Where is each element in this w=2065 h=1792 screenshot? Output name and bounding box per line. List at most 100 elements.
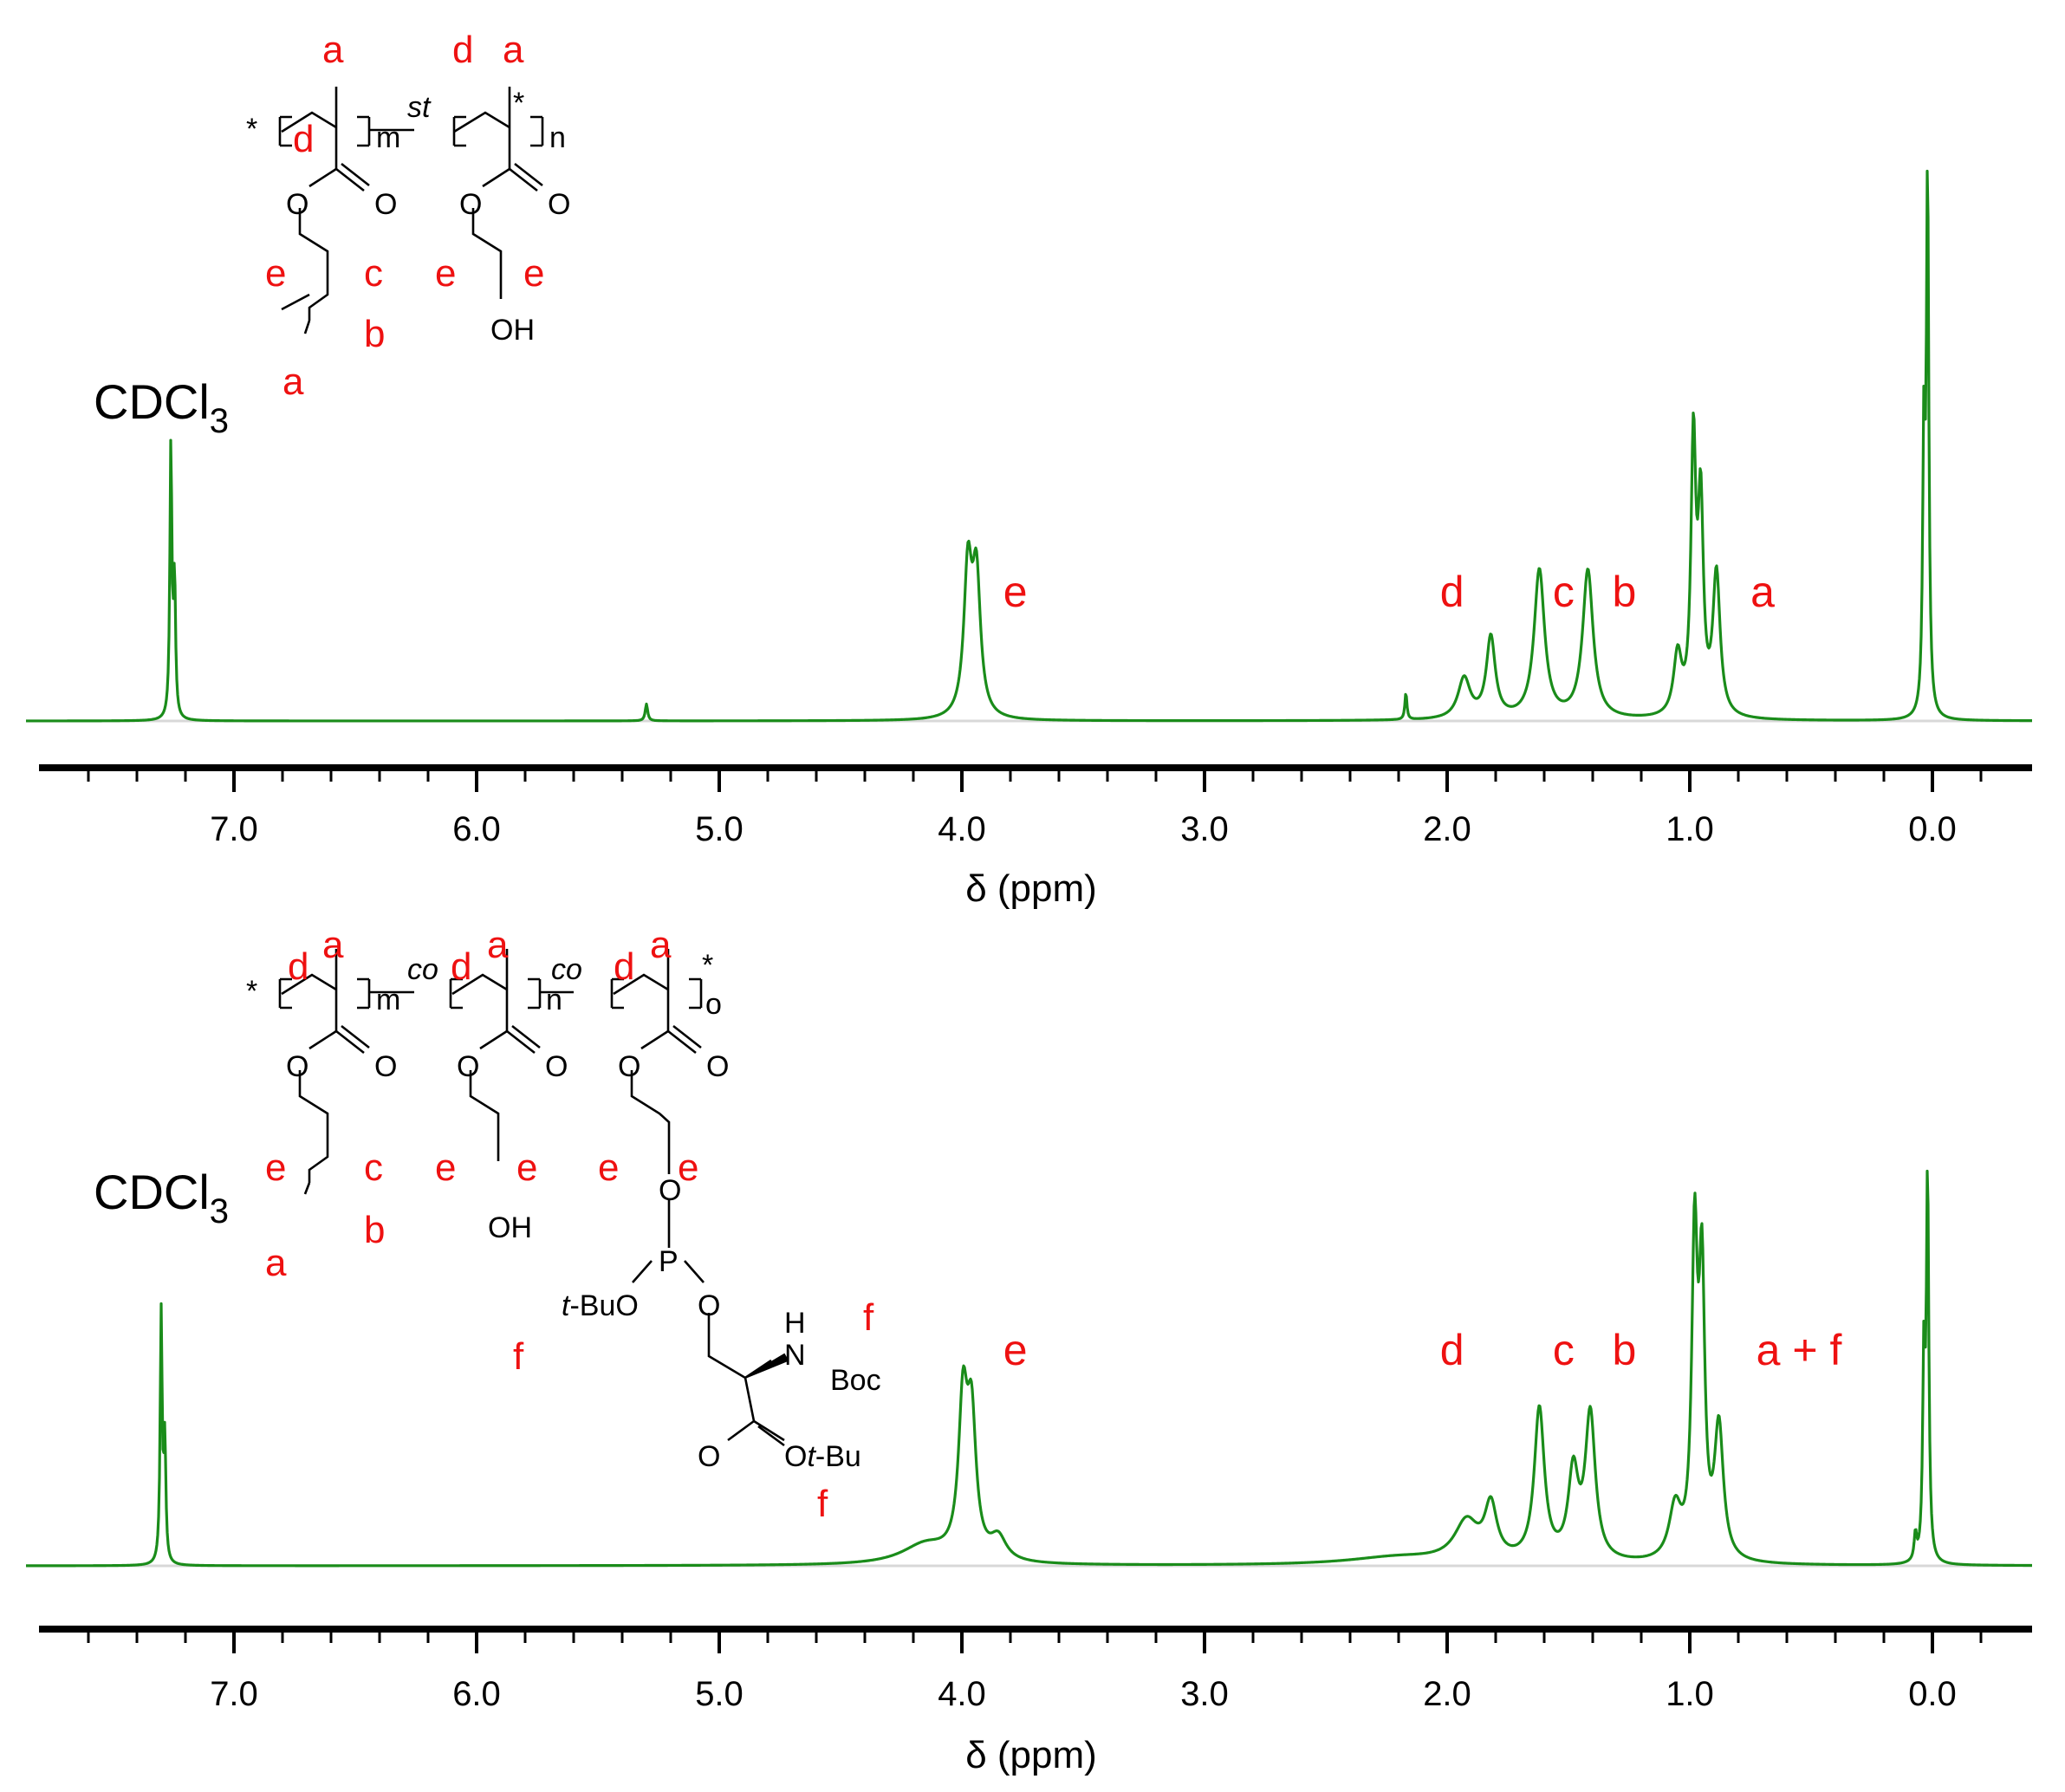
top-solvent-label: CDCl3 bbox=[94, 374, 229, 440]
svg-text:a: a bbox=[322, 29, 344, 71]
svg-text:O: O bbox=[545, 1050, 568, 1083]
svg-text:*: * bbox=[702, 949, 713, 982]
svg-text:e: e bbox=[435, 252, 456, 295]
svg-text:P: P bbox=[659, 1245, 679, 1278]
svg-text:e: e bbox=[435, 1146, 456, 1189]
svg-text:e: e bbox=[265, 1146, 286, 1189]
svg-text:d: d bbox=[451, 945, 471, 988]
svg-text:OH: OH bbox=[488, 1211, 532, 1244]
tick-label: 4.0 bbox=[938, 1675, 986, 1713]
svg-text:a: a bbox=[265, 1242, 287, 1284]
peak-assignment-label: a + f bbox=[1757, 1326, 1842, 1374]
svg-text:b: b bbox=[364, 1209, 385, 1251]
svg-text:H: H bbox=[784, 1307, 806, 1340]
svg-text:e: e bbox=[678, 1146, 698, 1189]
peak-assignment-label: e bbox=[1003, 1326, 1028, 1374]
svg-text:t-BuO: t-BuO bbox=[562, 1289, 639, 1322]
svg-text:d: d bbox=[614, 945, 634, 988]
svg-text:st: st bbox=[407, 91, 432, 124]
svg-text:d: d bbox=[288, 945, 308, 988]
svg-text:Ot-Bu: Ot-Bu bbox=[784, 1440, 861, 1473]
svg-text:O: O bbox=[374, 188, 397, 221]
bottom-tick-marks bbox=[87, 1629, 1983, 1653]
tick-label: 0.0 bbox=[1908, 1675, 1957, 1713]
tick-label: 0.0 bbox=[1908, 810, 1957, 848]
svg-text:O: O bbox=[548, 188, 570, 221]
tick-label: 2.0 bbox=[1423, 810, 1471, 848]
tick-label: 1.0 bbox=[1666, 1675, 1714, 1713]
svg-text:a: a bbox=[650, 924, 672, 966]
peak-assignment-label: b bbox=[1612, 1326, 1636, 1374]
svg-text:e: e bbox=[523, 252, 544, 295]
tick-label: 1.0 bbox=[1666, 810, 1714, 848]
bottom-solvent-label: CDCl3 bbox=[94, 1165, 229, 1230]
svg-text:n: n bbox=[546, 984, 562, 1016]
top-tick-marks bbox=[87, 768, 1983, 792]
svg-text:e: e bbox=[516, 1146, 537, 1189]
tick-label: 4.0 bbox=[938, 810, 986, 848]
svg-text:b: b bbox=[364, 313, 385, 355]
svg-text:*: * bbox=[513, 87, 524, 120]
tick-label: 5.0 bbox=[695, 810, 744, 848]
svg-text:*: * bbox=[246, 113, 257, 146]
peak-assignment-label: d bbox=[1440, 1326, 1464, 1374]
svg-text:a: a bbox=[503, 29, 524, 71]
peak-assignment-label: a bbox=[1750, 568, 1775, 616]
svg-text:co: co bbox=[407, 953, 438, 986]
top-x-axis-label: δ (ppm) bbox=[965, 867, 1097, 910]
top-spectrum-line bbox=[25, 169, 2033, 723]
svg-text:O: O bbox=[457, 1050, 479, 1083]
tick-label: 3.0 bbox=[1180, 1675, 1229, 1713]
svg-text:m: m bbox=[376, 984, 400, 1016]
tick-label: 6.0 bbox=[452, 1675, 501, 1713]
bottom-chemical-structure: * * co co m n o O O O O O O OH O P t-BuO… bbox=[246, 924, 881, 1525]
svg-text:O: O bbox=[286, 1050, 308, 1083]
svg-text:d: d bbox=[452, 29, 473, 71]
svg-text:O: O bbox=[374, 1050, 397, 1083]
svg-text:o: o bbox=[705, 988, 722, 1021]
svg-text:n: n bbox=[549, 121, 566, 154]
peak-assignment-label: c bbox=[1553, 568, 1575, 616]
svg-text:f: f bbox=[863, 1296, 874, 1339]
svg-text:c: c bbox=[364, 252, 383, 295]
tick-label: 2.0 bbox=[1423, 1675, 1471, 1713]
svg-text:O: O bbox=[698, 1440, 720, 1473]
svg-text:a: a bbox=[322, 924, 344, 966]
peak-assignment-label: c bbox=[1553, 1326, 1575, 1374]
peak-assignment-label: d bbox=[1440, 568, 1464, 616]
peak-assignment-label: e bbox=[1003, 568, 1028, 616]
svg-text:d: d bbox=[293, 118, 314, 160]
svg-text:co: co bbox=[551, 953, 582, 986]
top-tick-labels: 7.0 6.0 5.0 4.0 3.0 2.0 1.0 0.0 bbox=[210, 810, 1957, 848]
tick-label: 5.0 bbox=[695, 1675, 744, 1713]
bottom-tick-labels: 7.0 6.0 5.0 4.0 3.0 2.0 1.0 0.0 bbox=[210, 1675, 1957, 1713]
bottom-spectrum-line bbox=[25, 1169, 2033, 1568]
svg-text:O: O bbox=[459, 188, 482, 221]
peak-assignment-label: b bbox=[1612, 568, 1636, 616]
svg-text:f: f bbox=[817, 1483, 828, 1525]
svg-text:O: O bbox=[706, 1050, 729, 1083]
svg-text:O: O bbox=[659, 1174, 681, 1207]
svg-text:OH: OH bbox=[490, 314, 535, 347]
svg-text:e: e bbox=[598, 1146, 619, 1189]
svg-text:O: O bbox=[618, 1050, 640, 1083]
svg-text:a: a bbox=[282, 360, 304, 403]
tick-label: 3.0 bbox=[1180, 810, 1229, 848]
svg-text:m: m bbox=[376, 121, 400, 154]
svg-text:O: O bbox=[698, 1289, 720, 1322]
tick-label: 6.0 bbox=[452, 810, 501, 848]
svg-text:N: N bbox=[784, 1339, 806, 1372]
bottom-x-axis-label: δ (ppm) bbox=[965, 1734, 1097, 1776]
svg-text:O: O bbox=[286, 188, 308, 221]
tick-label: 7.0 bbox=[210, 1675, 258, 1713]
svg-text:c: c bbox=[364, 1146, 383, 1189]
svg-text:*: * bbox=[246, 975, 257, 1008]
top-chemical-structure: * * st m n O O O O OH a d a d e c b a e … bbox=[246, 29, 570, 403]
svg-text:f: f bbox=[513, 1335, 524, 1378]
svg-text:Boc: Boc bbox=[830, 1364, 881, 1397]
